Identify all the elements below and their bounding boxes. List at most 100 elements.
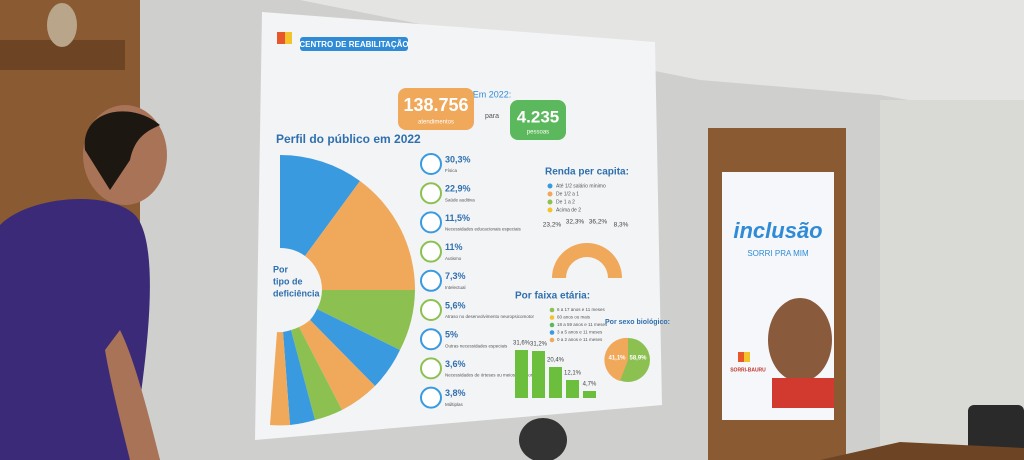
age-values: 31,6% 31,2% 20,4% 12,1%4,7% [513,341,597,398]
item-label: Intelectual [445,285,466,290]
item-percent: 7,3% [445,271,466,281]
age-title: Por faixa etária: [515,291,590,302]
sex-title: Por sexo biológico: [605,319,670,326]
donut [270,154,416,426]
income-legend: Até 1/2 salário mínimo De 1/2 a 1 De 1 a 2… [547,183,606,213]
income-gauge [552,243,622,278]
badge [510,100,566,140]
legend-label: De 1/2 a 1 [556,191,579,197]
connector: para [485,113,499,120]
donut-segment [310,309,400,386]
presenter-arm [105,330,160,460]
item-percent: 5,6% [445,300,466,310]
item-percent: 5% [445,330,458,340]
income-values: 23,2% 32,3% 36,2% 8,3% [543,219,629,229]
donut-label-line: Por [273,264,289,274]
legend-label: 3 a 5 anos e 11 meses [557,330,603,335]
people-label: pessoas [527,130,549,136]
legend-label: 6 a 17 anos e 11 meses [557,307,605,312]
logo-mark [277,32,285,44]
age-bar [532,351,545,398]
age-legend: 6 a 17 anos e 11 meses 60 anos ou mais 18 … [549,307,608,343]
side-wall [880,100,1024,460]
item-label: Múltiplas [445,402,464,407]
donut-label-line: tipo de [273,276,303,286]
attendances: 138.756 [403,95,468,115]
legend-dot [547,191,553,197]
item-icon [420,269,442,292]
legend-dot [547,183,553,189]
legend-label: Até 1/2 salário mínimo [556,183,606,189]
item-label: Outras necessidades especiais [445,343,508,348]
legend-dot [549,330,555,335]
donut-segment [317,290,415,350]
age-value: 4,7% [583,382,597,388]
sex-value: 41,1% [608,356,626,362]
badge [398,88,474,130]
item-icon [420,299,442,321]
item-percent: 30,3% [445,154,471,164]
donut-label-line: deficiência [273,288,321,298]
child-photo [768,298,832,382]
income-value: 23,2% [543,222,562,229]
table [820,442,1024,460]
legend-dot [547,207,553,213]
legend-label: 0 a 2 anos e 11 meses [557,337,603,342]
age-value: 20,4% [547,358,565,364]
income-title: Renda per capita: [545,167,629,178]
banner-logo: SORRI-BAURU [730,367,766,373]
child-shirt [772,378,834,408]
banner-logo-mark [738,352,744,362]
donut-label: Por tipo de deficiência [273,264,321,298]
sex-value: 58,9% [629,356,647,362]
people: 4.235 [517,107,560,126]
age-value: 12,1% [564,371,582,377]
item-percent: 11,5% [445,213,470,223]
banner-subtitle: SORRI PRA MIM [747,249,809,258]
item-label: Necessidades de órteses ou meios de loco… [445,373,545,378]
item-icon [420,240,442,263]
legend-label: 18 a 59 anos e 11 meses [557,322,608,327]
legend-label: Acima de 2 [556,207,581,213]
donut-segment [270,332,290,426]
summary-intro: Em 2022: [473,89,512,99]
donut-segment [299,320,375,410]
age-value: 31,2% [530,342,548,348]
header-pill [300,37,408,51]
age-bar [583,391,596,398]
banner-title: inclusão [733,218,822,243]
sex-pie-slice [604,337,628,381]
legend-dot [549,307,555,313]
income-value: 36,2% [589,219,608,226]
age-bar [566,380,579,398]
age-bar [515,350,528,398]
profile-title: Perfil do público em 2022 [276,132,421,146]
item-percent: 3,6% [445,359,466,369]
item-label: Física [445,168,457,173]
header: CENTRO DE REABILITAÇÃO [299,40,408,49]
item-icon [420,386,442,409]
donut-segment [305,181,416,290]
legend-dot [547,199,553,205]
item-icon [420,328,442,351]
profile-list: 30,3% Física 22,9% Saúde auditiva 11,5% Neces… [420,153,545,409]
item-icon [420,357,442,380]
legend-dot [549,322,555,328]
item-label: Atraso no desenvolvimento neuropsicomoto… [445,314,535,319]
vase [47,3,77,47]
item-percent: 3,8% [445,388,466,398]
income-value: 8,3% [614,222,629,229]
item-label: Saúde auditiva [445,197,475,202]
presenter-hair [84,111,160,190]
item-percent: 11% [445,242,463,252]
donut-segment [291,327,342,420]
item-label: Autismo [445,256,462,261]
item-icon [420,153,442,175]
item-icon [420,182,442,205]
legend-label: 60 anos ou mais [557,315,591,320]
item-label: Necessidades educacionais especiais [445,227,522,232]
camera [519,418,567,460]
item-icon [420,211,442,234]
age-bar [549,367,562,398]
